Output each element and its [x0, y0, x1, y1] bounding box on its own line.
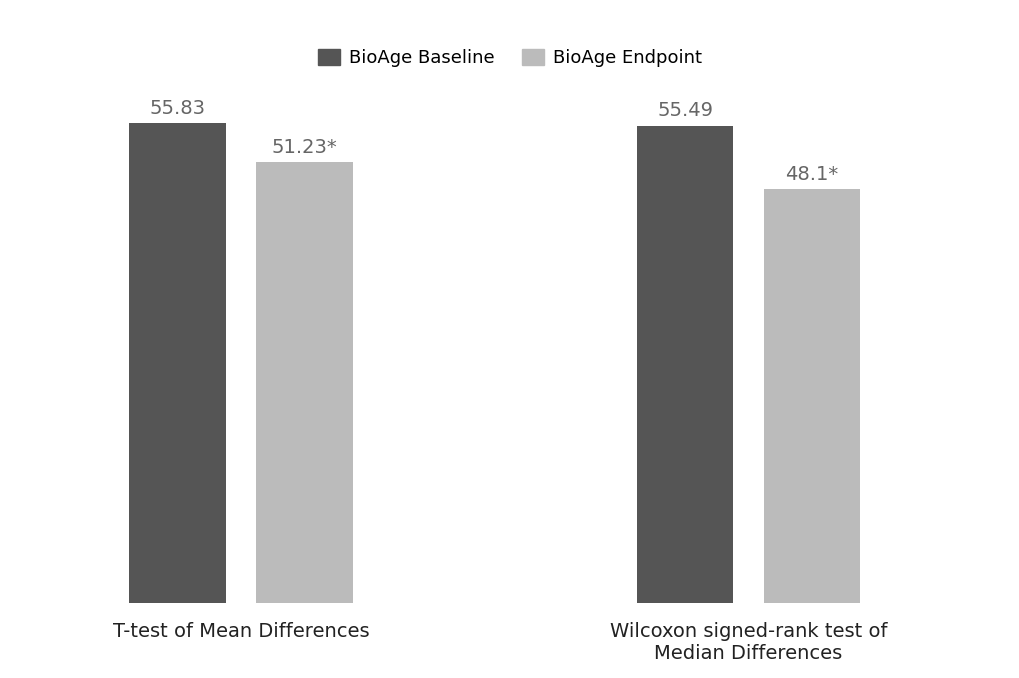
Legend: BioAge Baseline, BioAge Endpoint: BioAge Baseline, BioAge Endpoint: [311, 41, 708, 74]
Text: 48.1*: 48.1*: [785, 165, 838, 184]
Bar: [763, 189, 859, 603]
Text: 55.83: 55.83: [150, 98, 205, 117]
Bar: [636, 125, 733, 603]
Text: 51.23*: 51.23*: [271, 138, 337, 157]
Bar: [129, 123, 225, 603]
Text: 55.49: 55.49: [656, 102, 712, 121]
Bar: [256, 162, 353, 603]
